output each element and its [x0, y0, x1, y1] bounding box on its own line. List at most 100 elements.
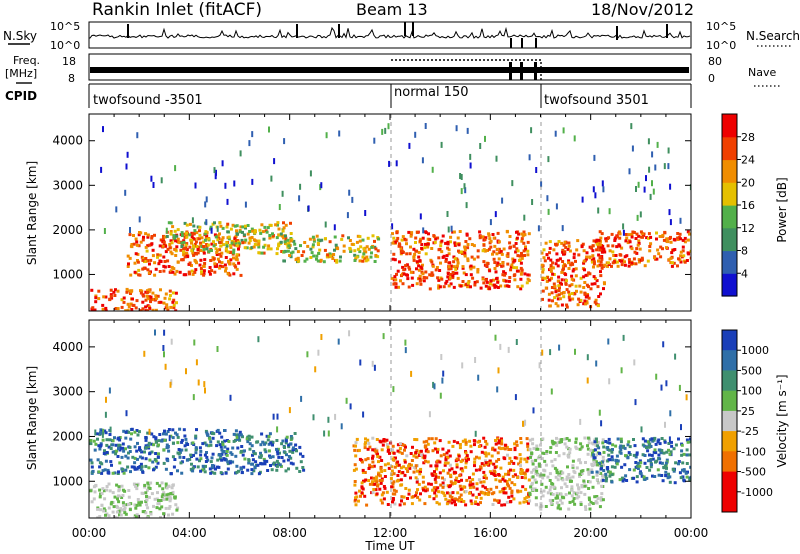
- heatmap-cell: [463, 438, 467, 442]
- heatmap-cell: [197, 245, 201, 249]
- heatmap-cell: [665, 458, 669, 462]
- heatmap-cell: [560, 241, 564, 245]
- heatmap-cell: [393, 465, 397, 469]
- heatmap-cell: [593, 154, 596, 161]
- heatmap-cell: [208, 272, 212, 276]
- heatmap-cell: [89, 458, 93, 462]
- heatmap-cell: [502, 270, 506, 274]
- heatmap-cell: [554, 496, 558, 500]
- velocity-ylabel: Slant Range [km]: [25, 366, 39, 470]
- heatmap-cell: [264, 450, 268, 454]
- heatmap-cell: [557, 289, 561, 293]
- heatmap-cell: [274, 223, 278, 227]
- heatmap-cell: [102, 507, 106, 511]
- heatmap-cell: [526, 277, 530, 281]
- heatmap-cell: [138, 273, 142, 277]
- heatmap-cell: [584, 257, 588, 261]
- heatmap-cell: [439, 454, 443, 458]
- heatmap-cell: [244, 238, 248, 242]
- heatmap-cell: [373, 482, 377, 486]
- heatmap-cell: [159, 238, 163, 242]
- heatmap-cell: [426, 442, 430, 446]
- heatmap-cell: [664, 470, 668, 474]
- heatmap-cell: [100, 429, 104, 433]
- heatmap-cell: [209, 460, 213, 464]
- heatmap-cell: [643, 454, 647, 457]
- heatmap-cell: [655, 459, 659, 463]
- heatmap-cell: [199, 241, 202, 245]
- heatmap-cell: [520, 268, 524, 272]
- heatmap-cell: [499, 447, 503, 451]
- heatmap-cell: [651, 180, 653, 187]
- heatmap-cell: [329, 254, 333, 258]
- heatmap-cell: [422, 227, 425, 234]
- heatmap-cell: [491, 252, 494, 256]
- heatmap-cell: [562, 295, 566, 299]
- heatmap-cell: [591, 254, 595, 258]
- heatmap-cell: [519, 277, 523, 281]
- heatmap-cell: [253, 242, 257, 246]
- heatmap-cell: [495, 277, 498, 281]
- heatmap-cell: [443, 461, 447, 465]
- heatmap-cell: [524, 476, 527, 480]
- noise-spike: [338, 24, 340, 38]
- heatmap-cell: [265, 459, 269, 463]
- heatmap-cell: [359, 245, 363, 249]
- heatmap-cell: [476, 502, 480, 506]
- heatmap-cell: [156, 461, 160, 465]
- heatmap-cell: [492, 472, 496, 476]
- heatmap-cell: [182, 239, 186, 243]
- heatmap-cell: [592, 456, 596, 460]
- heatmap-cell: [412, 465, 416, 469]
- heatmap-cell: [242, 465, 246, 469]
- heatmap-cell: [677, 437, 680, 441]
- heatmap-cell: [594, 192, 597, 199]
- freq-label-top: Freq.: [13, 54, 40, 67]
- heatmap-cell: [469, 444, 473, 448]
- heatmap-cell: [232, 432, 236, 436]
- heatmap-cell: [415, 282, 419, 286]
- heatmap-cell: [537, 225, 540, 232]
- heatmap-cell: [252, 245, 256, 249]
- heatmap-cell: [182, 273, 186, 277]
- heatmap-cell: [599, 246, 603, 250]
- heatmap-cell: [509, 268, 513, 272]
- heatmap-cell: [298, 195, 301, 202]
- heatmap-cell: [146, 309, 150, 311]
- heatmap-cell: [488, 287, 492, 291]
- heatmap-cell: [558, 297, 562, 301]
- heatmap-cell: [597, 471, 601, 475]
- heatmap-cell: [583, 299, 587, 303]
- heatmap-cell: [527, 495, 531, 499]
- velocity-colorbar-swatch: [722, 451, 737, 472]
- heatmap-cell: [271, 455, 275, 459]
- heatmap-cell: [114, 288, 117, 292]
- heatmap-cell: [114, 307, 118, 310]
- heatmap-cell: [96, 458, 100, 462]
- heatmap-cell: [589, 287, 593, 291]
- velocity-colorbar-swatch: [722, 410, 737, 432]
- heatmap-cell: [257, 472, 261, 476]
- heatmap-cell: [596, 264, 600, 268]
- heatmap-cell: [199, 469, 203, 473]
- heatmap-cell: [145, 498, 149, 502]
- heatmap-cell: [232, 256, 235, 260]
- heatmap-cell: [157, 443, 160, 447]
- power-colorbar-tick-label: 16: [741, 199, 755, 212]
- heatmap-cell: [160, 439, 164, 443]
- heatmap-cell: [400, 497, 404, 501]
- heatmap-cell: [358, 250, 362, 254]
- heatmap-cell: [239, 273, 243, 277]
- heatmap-cell: [592, 453, 595, 457]
- heatmap-cell: [506, 482, 509, 486]
- heatmap-cell: [224, 471, 228, 475]
- heatmap-cell: [110, 296, 114, 300]
- heatmap-cell: [121, 468, 125, 471]
- heatmap-cell: [366, 438, 370, 442]
- heatmap-cell: [556, 478, 560, 482]
- heatmap-cell: [487, 232, 491, 236]
- heatmap-cell: [360, 491, 364, 495]
- heatmap-cell: [606, 467, 610, 471]
- heatmap-cell: [98, 515, 102, 518]
- heatmap-cell: [569, 263, 573, 267]
